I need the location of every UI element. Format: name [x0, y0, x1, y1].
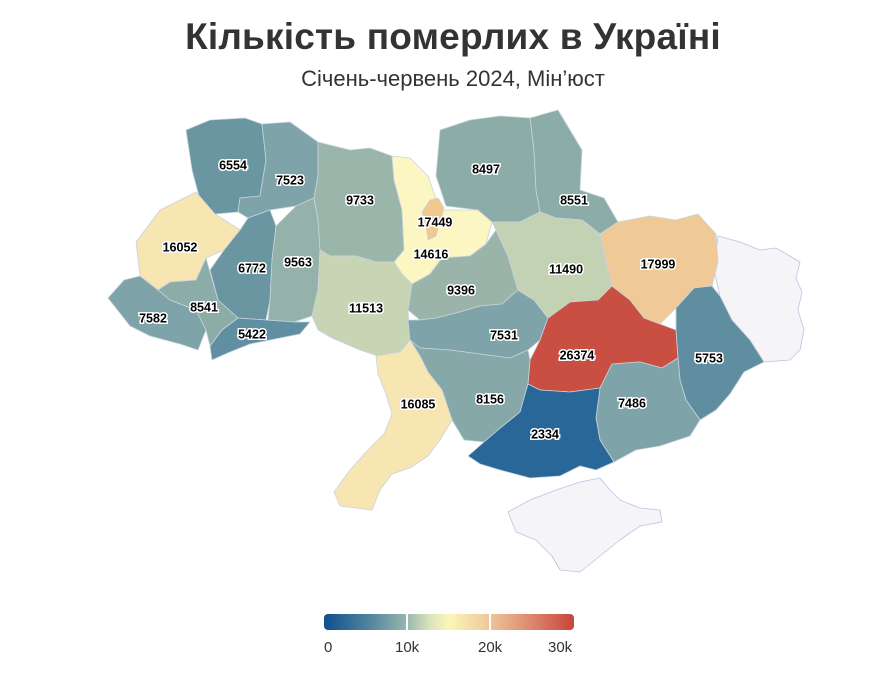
legend-labels: 0 10k 20k 30k: [324, 639, 574, 659]
label-chernivtsi: 5422: [238, 327, 266, 341]
label-ivano-frankivsk: 8541: [190, 300, 218, 314]
label-mykolaiv: 8156: [476, 392, 504, 406]
label-kyiv-city: 17449: [418, 215, 453, 229]
label-poltava: 11490: [549, 262, 583, 276]
label-sumy: 8551: [560, 193, 588, 207]
chart-title: Кількість померлих в Україні: [185, 16, 721, 57]
region-chernivtsi[interactable]: [209, 317, 311, 361]
label-cherkasy: 9396: [447, 283, 475, 297]
color-legend: 0 10k 20k 30k: [324, 614, 574, 659]
legend-tick-10k: [406, 614, 408, 630]
region-kyiv-city[interactable]: [421, 197, 445, 241]
legend-label-0: 0: [324, 639, 333, 656]
label-kyiv-oblast: 14616: [414, 247, 449, 261]
legend-tick-20k: [489, 614, 491, 630]
label-kharkiv: 17999: [641, 257, 676, 271]
label-ternopil: 6772: [238, 261, 266, 275]
region-crimea[interactable]: [507, 477, 663, 573]
label-vinnytsia: 11513: [349, 301, 383, 315]
label-zhytomyr: 9733: [346, 193, 374, 207]
legend-label-20k: 20k: [478, 639, 503, 656]
region-kherson[interactable]: [467, 383, 615, 479]
label-volyn: 6554: [219, 158, 247, 172]
label-chernihiv: 8497: [472, 162, 500, 176]
region-odesa[interactable]: [333, 339, 453, 511]
label-zakarpattia: 7582: [139, 311, 167, 325]
label-khmelnytskyi: 9563: [284, 255, 312, 269]
label-zaporizhzhia: 7486: [618, 396, 646, 410]
label-kirovohrad: 7531: [490, 328, 518, 342]
label-kherson: 2334: [531, 427, 559, 441]
legend-gradient-bar: [324, 614, 574, 630]
label-dnipropetrovsk: 26374: [560, 348, 595, 362]
legend-label-10k: 10k: [395, 639, 420, 656]
label-rivne: 7523: [276, 173, 304, 187]
chart-subtitle: Січень-червень 2024, Мін’юст: [301, 66, 605, 91]
label-donetsk: 5753: [695, 351, 723, 365]
legend-label-30k: 30k: [548, 639, 573, 656]
label-lviv: 16052: [163, 240, 198, 254]
label-odesa: 16085: [401, 397, 436, 411]
